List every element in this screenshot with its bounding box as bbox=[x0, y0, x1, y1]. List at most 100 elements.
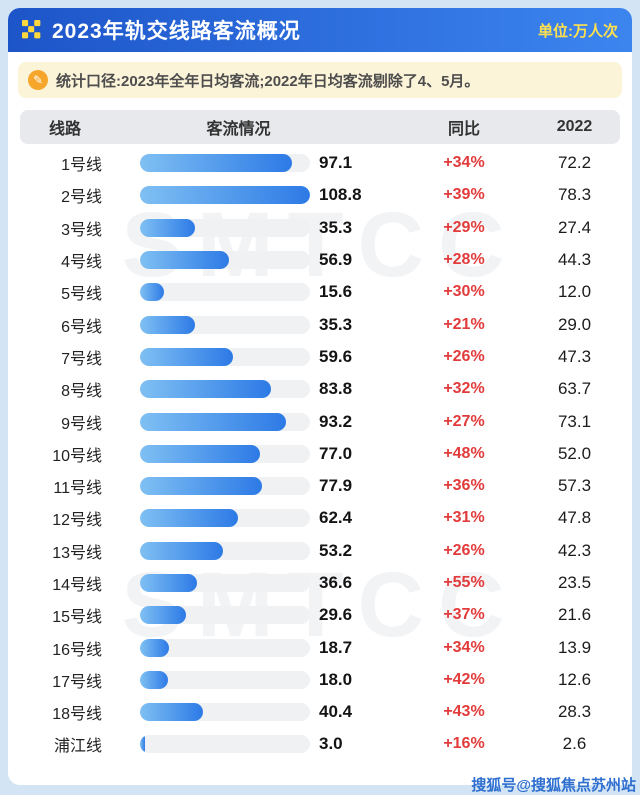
line-name: 9号线 bbox=[61, 415, 102, 433]
line-name: 10号线 bbox=[52, 447, 102, 465]
yoy-value: +43% bbox=[443, 703, 485, 721]
yoy-value: +31% bbox=[443, 509, 485, 527]
bar-fill bbox=[140, 380, 271, 399]
line-name: 17号线 bbox=[52, 673, 102, 691]
bar-cell bbox=[110, 606, 310, 625]
line-name: 3号线 bbox=[61, 221, 102, 239]
yoy-value: +21% bbox=[443, 315, 485, 333]
value-2022: 12.0 bbox=[557, 282, 592, 302]
bar-fill bbox=[140, 638, 170, 657]
bar-cell bbox=[110, 218, 310, 237]
rows: 1号线 97.1 +34% 72.2 2号线 108.8 +39% 78.3 3… bbox=[20, 147, 620, 761]
value-2022: 12.6 bbox=[557, 669, 592, 689]
value-2022: 28.3 bbox=[557, 702, 592, 722]
table-row: 10号线 77.0 +48% 52.0 bbox=[20, 438, 620, 470]
bar-cell bbox=[110, 477, 310, 496]
note-text: 统计口径:2023年全年日均客流;2022年日均客流剔除了4、5月。 bbox=[56, 72, 480, 90]
value-2022: 27.4 bbox=[557, 217, 592, 237]
bar-cell bbox=[110, 670, 310, 689]
bar-cell bbox=[110, 251, 310, 270]
bar-cell bbox=[110, 154, 310, 173]
bar-cell bbox=[110, 315, 310, 334]
bar-cell bbox=[110, 638, 310, 657]
bar-cell bbox=[110, 412, 310, 431]
value-2022: 23.5 bbox=[557, 573, 592, 592]
bar-cell bbox=[110, 347, 310, 366]
bar-fill bbox=[140, 541, 224, 560]
yoy-value: +42% bbox=[443, 670, 485, 688]
yoy-value: +32% bbox=[443, 380, 485, 398]
bar-track bbox=[140, 574, 310, 592]
yoy-value: +34% bbox=[443, 638, 485, 656]
bar-track bbox=[140, 283, 310, 302]
table-row: 5号线 15.6 +30% 12.0 bbox=[20, 276, 620, 308]
yoy-value: +26% bbox=[443, 347, 485, 365]
bar-track bbox=[140, 154, 310, 173]
table-row: 9号线 93.2 +27% 73.1 bbox=[20, 405, 620, 437]
bar-track bbox=[140, 186, 310, 205]
table-row: 16号线 18.7 +34% 13.9 bbox=[20, 631, 620, 663]
table-row: 14号线 36.6 +55% 23.5 bbox=[20, 567, 620, 599]
table-row: 12号线 62.4 +31% 47.8 bbox=[20, 502, 620, 534]
yoy-value: +37% bbox=[443, 606, 485, 624]
table-row: 7号线 59.6 +26% 47.3 bbox=[20, 341, 620, 373]
bar-fill bbox=[140, 670, 169, 689]
value-2022: 2.6 bbox=[562, 734, 587, 754]
value-2023: 56.9 bbox=[319, 250, 353, 270]
page-title: 2023年轨交线路客流概况 bbox=[52, 20, 301, 43]
bar-track bbox=[140, 218, 310, 237]
value-2023: 62.4 bbox=[319, 508, 353, 528]
value-2023: 36.6 bbox=[319, 573, 353, 592]
bar-fill bbox=[140, 412, 286, 431]
line-name: 8号线 bbox=[61, 383, 102, 401]
value-2023: 77.9 bbox=[319, 476, 353, 496]
yoy-value: +27% bbox=[443, 412, 485, 430]
value-2022: 21.6 bbox=[557, 605, 592, 625]
value-2022: 52.0 bbox=[557, 443, 592, 463]
value-2022: 63.7 bbox=[557, 379, 592, 399]
value-2023: 93.2 bbox=[319, 411, 353, 431]
value-2023: 35.3 bbox=[319, 314, 353, 334]
header-bar: 2023年轨交线路客流概况 单位:万人次 bbox=[8, 8, 632, 52]
bar-cell bbox=[110, 380, 310, 399]
table-header: 线路 客流情况 同比 2022 bbox=[20, 110, 620, 144]
table-row: 浦江线 3.0 +16% 2.6 bbox=[20, 728, 620, 760]
unit-label: 单位:万人次 bbox=[538, 22, 618, 40]
value-2023: 97.1 bbox=[319, 153, 353, 173]
line-name: 4号线 bbox=[61, 254, 102, 272]
bar-track bbox=[140, 638, 310, 657]
yoy-value: +55% bbox=[443, 574, 485, 591]
line-name: 1号线 bbox=[61, 157, 102, 175]
bar-track bbox=[140, 735, 310, 754]
value-2023: 83.8 bbox=[319, 379, 353, 399]
bar-cell bbox=[110, 509, 310, 528]
yoy-value: +28% bbox=[443, 251, 485, 269]
content-card: 2023年轨交线路客流概况 单位:万人次 ✎ 统计口径:2023年全年日均客流;… bbox=[8, 8, 632, 785]
yoy-value: +29% bbox=[443, 218, 485, 236]
value-2022: 47.8 bbox=[557, 508, 592, 528]
value-2023: 40.4 bbox=[319, 702, 353, 722]
bar-track bbox=[140, 412, 310, 431]
value-2023: 77.0 bbox=[319, 443, 353, 463]
table-row: 11号线 77.9 +36% 57.3 bbox=[20, 470, 620, 502]
line-name: 14号线 bbox=[52, 577, 102, 594]
table-row: 1号线 97.1 +34% 72.2 bbox=[20, 147, 620, 179]
value-2022: 44.3 bbox=[557, 250, 592, 270]
line-name: 15号线 bbox=[52, 609, 102, 627]
bar-cell bbox=[110, 735, 310, 754]
column-header-flow: 客流情况 bbox=[206, 121, 271, 138]
value-2022: 73.1 bbox=[557, 411, 592, 431]
bar-fill bbox=[140, 347, 234, 366]
value-2023: 108.8 bbox=[319, 185, 362, 205]
value-2022: 47.3 bbox=[557, 346, 592, 366]
bar-fill bbox=[140, 606, 187, 625]
line-name: 5号线 bbox=[61, 286, 102, 304]
bar-fill bbox=[140, 477, 262, 496]
value-2023: 29.6 bbox=[319, 605, 353, 625]
line-name: 13号线 bbox=[52, 544, 102, 562]
column-header-line: 线路 bbox=[48, 121, 81, 138]
table-row: 3号线 35.3 +29% 27.4 bbox=[20, 212, 620, 244]
bar-fill bbox=[140, 735, 145, 754]
bar-fill bbox=[140, 444, 261, 463]
